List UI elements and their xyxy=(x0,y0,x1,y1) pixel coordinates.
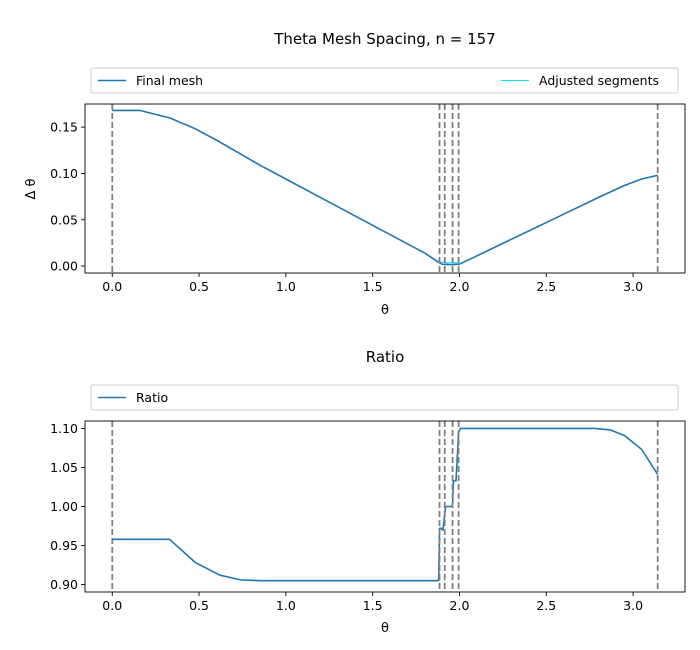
legend-ratio-label: Ratio xyxy=(136,390,168,405)
ratio-x-tick-label: 1.5 xyxy=(363,598,383,613)
mesh-spacing-series-final-mesh xyxy=(112,109,658,266)
ratio-x-axis-label: θ xyxy=(381,621,389,636)
mesh-spacing-legend: Final mesh Adjusted segments xyxy=(90,67,679,94)
mesh-spacing-y-tick-label: 0.00 xyxy=(50,259,78,274)
mesh-spacing-y-axis-label: Δ θ xyxy=(24,178,39,199)
mesh-spacing-title: Theta Mesh Spacing, n = 157 xyxy=(273,30,495,48)
legend-adjusted-segments-label: Adjusted segments xyxy=(539,73,659,88)
ratio-x-tick-label: 2.0 xyxy=(450,598,470,613)
ratio-legend: Ratio xyxy=(90,384,679,411)
ratio-y-tick-label: 0.90 xyxy=(50,577,78,592)
ratio-y-tick-label: 0.95 xyxy=(50,538,78,553)
ratio-series-ratio xyxy=(112,427,659,582)
mesh-spacing-plot-frame xyxy=(84,103,686,274)
mesh-spacing-x-tick-label: 0.0 xyxy=(102,279,122,294)
ratio-title: Ratio xyxy=(366,348,405,366)
ratio-x-tick-label: 0.5 xyxy=(189,598,209,613)
mesh-spacing-x-axis-label: θ xyxy=(381,303,389,318)
mesh-spacing-panel: Theta Mesh Spacing, n = 157 Final mesh A… xyxy=(24,30,686,318)
ratio-x-tick-label: 3.0 xyxy=(623,598,643,613)
ratio-x-tick-label: 1.0 xyxy=(276,598,296,613)
ratio-y-tick-label: 1.00 xyxy=(50,499,78,514)
ratio-legend-frame xyxy=(90,384,679,411)
mesh-spacing-x-tick-label: 2.0 xyxy=(450,279,470,294)
mesh-spacing-x-tick-label: 3.0 xyxy=(623,279,643,294)
ratio-y-tick-label: 1.05 xyxy=(50,460,78,475)
ratio-y-tick-label: 1.10 xyxy=(50,421,78,436)
mesh-spacing-x-tick-label: 2.5 xyxy=(536,279,556,294)
ratio-plot-frame xyxy=(84,420,686,593)
mesh-spacing-x-tick-label: 1.0 xyxy=(276,279,296,294)
mesh-spacing-series-adjusted-segments xyxy=(438,261,460,264)
mesh-spacing-y-tick-label: 0.10 xyxy=(50,166,78,181)
legend-final-mesh-label: Final mesh xyxy=(136,73,203,88)
ratio-x-tick-label: 0.0 xyxy=(102,598,122,613)
mesh-spacing-y-tick-label: 0.15 xyxy=(50,120,78,135)
mesh-spacing-x-tick-label: 1.5 xyxy=(363,279,383,294)
ratio-panel: Ratio Ratio θ 0.0 0.5 1.0 1.5 2.0 2.5 3.0 0.90 0… xyxy=(50,348,686,636)
ratio-x-tick-label: 2.5 xyxy=(536,598,556,613)
mesh-spacing-legend-frame xyxy=(90,67,679,94)
mesh-spacing-y-tick-label: 0.05 xyxy=(50,212,78,227)
mesh-spacing-x-tick-label: 0.5 xyxy=(189,279,209,294)
